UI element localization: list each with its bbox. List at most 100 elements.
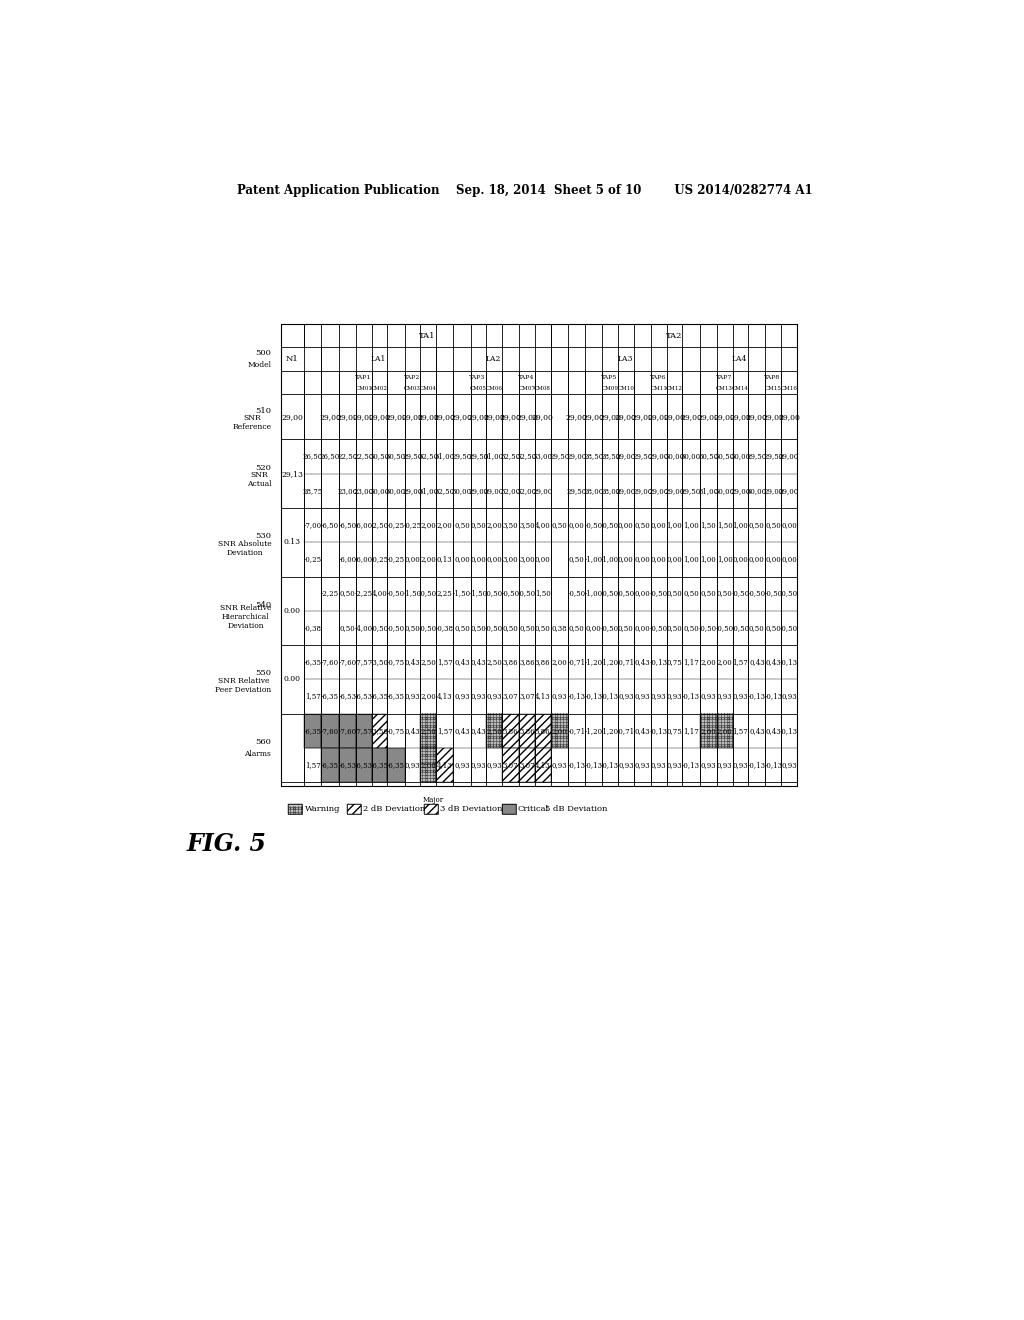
Bar	[424, 804, 438, 813]
Text: 0,50: 0,50	[404, 624, 420, 632]
Text: -0,13: -0,13	[601, 693, 620, 701]
Text: 29,00: 29,00	[319, 413, 341, 421]
Bar	[372, 714, 387, 748]
Text: 2 dB Deviation: 2 dB Deviation	[362, 805, 425, 813]
Text: CM10: CM10	[617, 385, 634, 391]
Text: 0,50: 0,50	[340, 624, 355, 632]
Text: -0,13: -0,13	[780, 659, 798, 667]
Text: 3,50: 3,50	[519, 521, 535, 529]
Text: -6,00: -6,00	[354, 521, 373, 529]
Text: 29,00: 29,00	[451, 413, 473, 421]
Text: 0,50: 0,50	[617, 624, 634, 632]
Text: 0,00: 0,00	[765, 556, 781, 564]
Text: 3,86: 3,86	[503, 727, 518, 735]
Bar	[281, 323, 797, 785]
Text: 29,00: 29,00	[615, 487, 636, 495]
Text: 2,00: 2,00	[420, 521, 436, 529]
Text: -1,50: -1,50	[453, 590, 471, 598]
Text: CM13: CM13	[716, 385, 733, 391]
Text: 29,50: 29,50	[468, 453, 488, 461]
Text: -0,50: -0,50	[780, 590, 798, 598]
Text: -0,71: -0,71	[567, 659, 586, 667]
Text: 0.00: 0.00	[284, 676, 301, 684]
Text: CM04: CM04	[420, 385, 436, 391]
Text: 550: 550	[255, 669, 271, 677]
Text: 0,43: 0,43	[454, 727, 470, 735]
Text: -0,50: -0,50	[419, 590, 437, 598]
Bar	[486, 714, 502, 748]
Text: 3,07: 3,07	[519, 693, 535, 701]
Text: -0,13: -0,13	[682, 693, 700, 701]
Text: -4,00: -4,00	[354, 624, 373, 632]
Text: 29,00: 29,00	[762, 413, 784, 421]
Text: 1,57: 1,57	[437, 659, 453, 667]
Text: 29,00: 29,00	[565, 413, 588, 421]
Text: TA2: TA2	[666, 331, 682, 339]
Text: -0,71: -0,71	[567, 727, 586, 735]
Text: -0,50: -0,50	[731, 624, 750, 632]
Text: 0,50: 0,50	[519, 624, 535, 632]
Text: 0,93: 0,93	[551, 693, 567, 701]
Text: -0,13: -0,13	[780, 727, 798, 735]
Text: -6,35: -6,35	[304, 659, 322, 667]
Text: 0,50: 0,50	[470, 521, 486, 529]
Text: CM14: CM14	[732, 385, 749, 391]
Text: 0,50: 0,50	[749, 624, 765, 632]
Text: 29,00: 29,00	[648, 413, 670, 421]
Text: 29,00: 29,00	[467, 413, 489, 421]
Bar	[436, 748, 454, 781]
Text: -0,75: -0,75	[387, 727, 406, 735]
Text: 0,00: 0,00	[535, 556, 551, 564]
Text: 0,00: 0,00	[404, 556, 420, 564]
Text: Alarms: Alarms	[245, 750, 271, 758]
Text: 32,50: 32,50	[517, 453, 537, 461]
Text: 4,13: 4,13	[535, 760, 551, 770]
Text: 22,50: 22,50	[353, 453, 374, 461]
Text: 0,50: 0,50	[667, 590, 682, 598]
Text: 0,93: 0,93	[732, 760, 749, 770]
Text: -6,00: -6,00	[338, 556, 356, 564]
Text: 1,50: 1,50	[535, 590, 551, 598]
Text: TAP8: TAP8	[764, 375, 780, 380]
Bar	[717, 714, 732, 748]
Text: 520: 520	[256, 463, 271, 471]
Text: TAP4: TAP4	[518, 375, 535, 380]
Text: -0,50: -0,50	[502, 590, 519, 598]
Text: -0,25: -0,25	[387, 521, 406, 529]
Text: -0,25: -0,25	[371, 556, 388, 564]
Text: 29,00: 29,00	[417, 413, 439, 421]
Text: 0,50: 0,50	[454, 624, 470, 632]
Text: 3 dB Deviation: 3 dB Deviation	[440, 805, 503, 813]
Text: 29,00: 29,00	[500, 413, 521, 421]
Text: 0,50: 0,50	[568, 624, 585, 632]
Text: -0,38: -0,38	[435, 624, 454, 632]
Text: 29,00: 29,00	[583, 413, 604, 421]
Text: 30,00: 30,00	[452, 487, 472, 495]
Text: -0,50: -0,50	[601, 590, 620, 598]
Bar	[420, 714, 436, 748]
Text: -0,50: -0,50	[387, 624, 406, 632]
Text: TAP7: TAP7	[716, 375, 732, 380]
Text: 0,93: 0,93	[404, 760, 420, 770]
Text: 4,00: 4,00	[372, 590, 387, 598]
Text: 29,00: 29,00	[730, 487, 751, 495]
Text: 2,00: 2,00	[486, 521, 502, 529]
Text: -0,38: -0,38	[304, 624, 322, 632]
Text: LA1: LA1	[371, 355, 386, 363]
Text: 510: 510	[255, 407, 271, 414]
Text: Critical: Critical	[518, 805, 549, 813]
Text: -0,25: -0,25	[403, 521, 422, 529]
Text: CM01: CM01	[355, 385, 373, 391]
Text: 29,00: 29,00	[632, 413, 653, 421]
Text: 0,43: 0,43	[471, 659, 486, 667]
Text: 0,93: 0,93	[618, 760, 634, 770]
Text: 22,50: 22,50	[337, 453, 357, 461]
Bar	[346, 804, 360, 813]
Text: 0,50: 0,50	[683, 590, 698, 598]
Text: -0,50: -0,50	[387, 590, 406, 598]
Text: 0,50: 0,50	[340, 590, 355, 598]
Text: 0,50: 0,50	[535, 624, 551, 632]
Bar	[699, 714, 717, 748]
Text: 30,00: 30,00	[715, 487, 735, 495]
Text: 0,00: 0,00	[470, 556, 486, 564]
